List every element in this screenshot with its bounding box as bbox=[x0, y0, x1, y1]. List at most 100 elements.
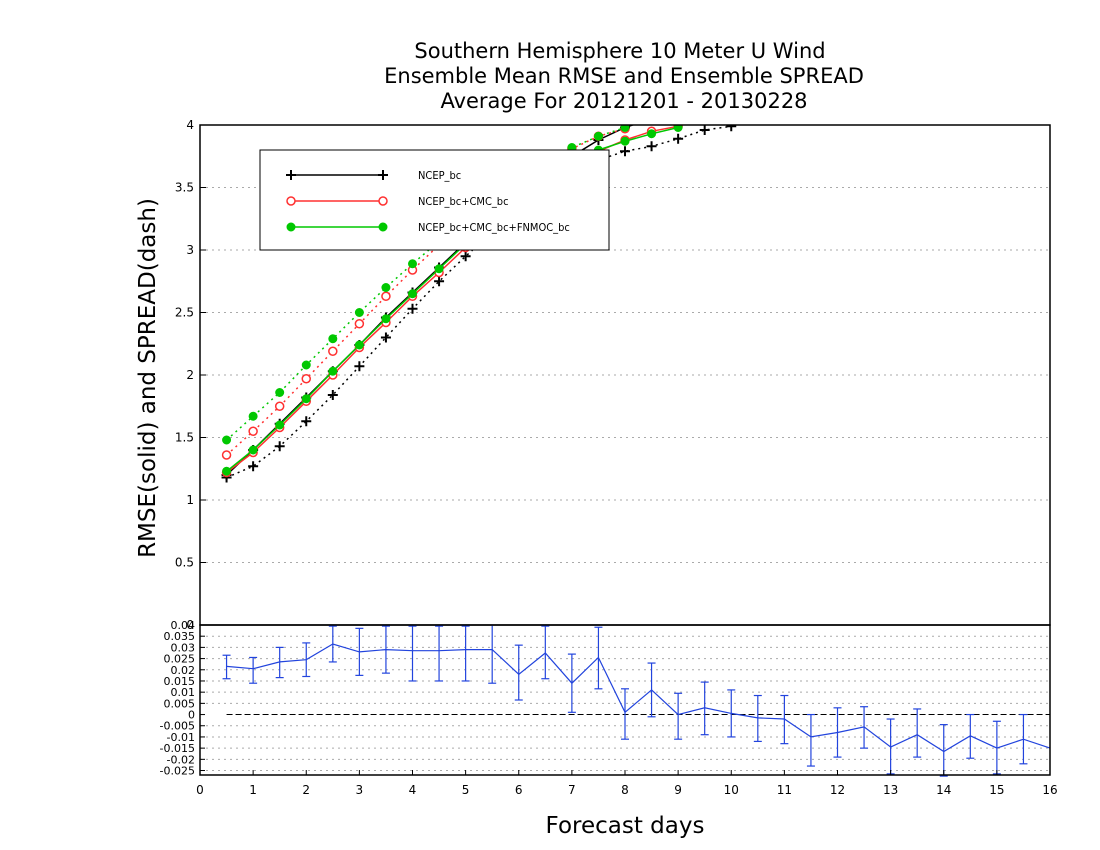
difference-y-tick-label: -0.01 bbox=[167, 731, 195, 744]
spread-point-ncep-bc bbox=[407, 303, 418, 314]
main-panel-grid bbox=[200, 187, 1050, 563]
x-tick-label: 13 bbox=[883, 783, 898, 797]
spread-point-ncep-bc bbox=[434, 276, 445, 287]
main-y-tick-label: 4 bbox=[186, 118, 194, 132]
spread-point-ncep-bc-cmc-bc bbox=[221, 450, 232, 460]
x-tick-label: 16 bbox=[1042, 783, 1057, 797]
legend: NCEP_bc NCEP_bc+CMC_bc NCEP_bc+CMC_bc+FNMO… bbox=[259, 149, 610, 251]
spread-line-ncep-bc-cmc-bc bbox=[226, 128, 626, 456]
legend-box bbox=[259, 149, 610, 251]
difference-y-tick-label: 0 bbox=[188, 709, 195, 722]
x-tick-label: 12 bbox=[830, 783, 845, 797]
spread-point-ncep-bc bbox=[354, 361, 365, 372]
rmse-point-ncep-bc-cmc-bc-fnmoc-bc bbox=[275, 420, 285, 430]
legend-label-ncep-bc-cmc-bc: NCEP_bc+CMC_bc bbox=[418, 195, 509, 208]
legend-marker-ncep-bc-cmc-bc bbox=[286, 196, 296, 206]
x-tick-label: 0 bbox=[196, 783, 204, 797]
spread-point-ncep-bc bbox=[646, 141, 657, 152]
difference-y-tick-label: 0.02 bbox=[171, 664, 196, 677]
difference-y-tick-label: 0.03 bbox=[171, 641, 196, 654]
main-y-tick-label: 2 bbox=[186, 368, 194, 382]
spread-point-ncep-bc-cmc-bc-fnmoc-bc bbox=[408, 259, 417, 269]
x-tick-label: 6 bbox=[515, 783, 523, 797]
rmse-point-ncep-bc-cmc-bc-fnmoc-bc bbox=[434, 264, 444, 274]
x-tick-label: 10 bbox=[724, 783, 739, 797]
x-tick-label: 4 bbox=[409, 783, 417, 797]
difference-y-tick-label: 0.035 bbox=[164, 630, 196, 643]
difference-panel-y-ticks: 0.040.0350.030.0250.020.0150.010.0050-0.… bbox=[160, 619, 205, 778]
rmse-point-ncep-bc-cmc-bc-fnmoc-bc bbox=[222, 466, 232, 476]
difference-panel-series bbox=[222, 625, 1051, 777]
difference-y-tick-label: -0.02 bbox=[167, 753, 195, 766]
spread-point-ncep-bc-cmc-bc-fnmoc-bc bbox=[354, 308, 364, 317]
legend-marker-ncep-bc-cmc-bc-fnmoc-bc bbox=[378, 222, 388, 232]
spread-point-ncep-bc bbox=[380, 332, 391, 343]
main-y-tick-label: 1 bbox=[186, 493, 194, 507]
legend-marker-ncep-bc bbox=[286, 170, 296, 180]
spread-point-ncep-bc bbox=[248, 461, 259, 472]
x-tick-label: 5 bbox=[462, 783, 470, 797]
main-panel-y-ticks: 0 0.5 1 1.5 2 2.5 3 3.5 4 bbox=[175, 118, 206, 632]
rmse-point-ncep-bc-cmc-bc-fnmoc-bc bbox=[408, 289, 417, 299]
spread-point-ncep-bc bbox=[673, 133, 684, 144]
main-y-tick-label: 3.5 bbox=[175, 181, 194, 195]
spread-point-ncep-bc-cmc-bc-fnmoc-bc bbox=[301, 360, 311, 370]
spread-point-ncep-bc-cmc-bc-fnmoc-bc bbox=[275, 388, 285, 397]
rmse-point-ncep-bc-cmc-bc-fnmoc-bc bbox=[381, 314, 391, 324]
rmse-point-ncep-bc-cmc-bc-fnmoc-bc bbox=[301, 394, 311, 404]
spread-point-ncep-bc-cmc-bc-fnmoc-bc bbox=[620, 125, 630, 132]
spread-point-ncep-bc bbox=[301, 416, 312, 427]
main-y-tick-label: 0.5 bbox=[175, 556, 194, 570]
spread-point-ncep-bc bbox=[620, 146, 630, 157]
x-tick-label: 9 bbox=[674, 783, 682, 797]
spread-point-ncep-bc-cmc-bc bbox=[301, 374, 311, 384]
spread-point-ncep-bc-cmc-bc bbox=[354, 319, 365, 329]
legend-marker-ncep-bc-cmc-bc bbox=[378, 196, 388, 206]
difference-line bbox=[226, 643, 1051, 753]
spread-point-ncep-bc-cmc-bc-fnmoc-bc bbox=[593, 131, 603, 141]
main-y-tick-label: 1.5 bbox=[175, 431, 194, 445]
chart-title-line-3: Average For 20121201 - 20130228 bbox=[440, 89, 807, 113]
difference-y-tick-label: -0.005 bbox=[160, 720, 195, 733]
spread-point-ncep-bc-cmc-bc bbox=[274, 401, 285, 411]
spread-point-ncep-bc bbox=[726, 125, 737, 132]
spread-point-ncep-bc bbox=[699, 125, 710, 135]
x-tick-label: 8 bbox=[621, 783, 629, 797]
spread-point-ncep-bc bbox=[274, 441, 285, 452]
chart-title: Southern Hemisphere 10 Meter U Wind Ense… bbox=[384, 39, 864, 113]
difference-y-tick-label: 0.015 bbox=[164, 675, 196, 688]
chart-title-line-1: Southern Hemisphere 10 Meter U Wind bbox=[414, 39, 825, 63]
main-y-tick-label: 0 bbox=[186, 618, 194, 632]
x-tick-label: 2 bbox=[302, 783, 310, 797]
spread-point-ncep-bc-cmc-bc bbox=[248, 426, 258, 436]
legend-label-ncep-bc: NCEP_bc bbox=[418, 169, 461, 182]
difference-y-tick-label: 0.04 bbox=[171, 619, 196, 632]
chart-title-line-2: Ensemble Mean RMSE and Ensemble SPREAD bbox=[384, 64, 864, 88]
rmse-point-ncep-bc-cmc-bc-fnmoc-bc bbox=[248, 445, 258, 455]
main-y-tick-label: 3 bbox=[186, 243, 194, 257]
x-tick-label: 7 bbox=[568, 783, 576, 797]
legend-marker-ncep-bc bbox=[378, 170, 388, 180]
legend-marker-ncep-bc-cmc-bc-fnmoc-bc bbox=[286, 222, 296, 232]
x-tick-label: 3 bbox=[356, 783, 364, 797]
difference-y-tick-label: 0.01 bbox=[171, 686, 196, 699]
rmse-point-ncep-bc-cmc-bc-fnmoc-bc bbox=[647, 129, 657, 139]
rmse-point-ncep-bc-cmc-bc-fnmoc-bc bbox=[354, 340, 364, 350]
spread-point-ncep-bc-cmc-bc-fnmoc-bc bbox=[222, 435, 232, 445]
spread-point-ncep-bc-cmc-bc-fnmoc-bc bbox=[381, 283, 391, 292]
x-tick-label: 11 bbox=[777, 783, 792, 797]
legend-label-ncep-bc-cmc-bc-fnmoc-bc: NCEP_bc+CMC_bc+FNMOC_bc bbox=[418, 221, 570, 234]
difference-y-tick-label: -0.025 bbox=[160, 765, 195, 778]
difference-y-tick-label: 0.005 bbox=[164, 697, 196, 710]
spread-point-ncep-bc-cmc-bc-fnmoc-bc bbox=[328, 334, 338, 344]
difference-y-tick-label: -0.015 bbox=[160, 742, 195, 755]
spread-point-ncep-bc-cmc-bc bbox=[328, 346, 338, 356]
difference-y-tick-label: 0.025 bbox=[164, 653, 196, 666]
x-tick-label: 1 bbox=[249, 783, 257, 797]
rmse-line-ncep-bc-cmc-bc-fnmoc-bc bbox=[226, 126, 679, 472]
x-axis-label: Forecast days bbox=[546, 813, 705, 839]
spread-point-ncep-bc-cmc-bc bbox=[381, 291, 391, 301]
spread-point-ncep-bc bbox=[460, 251, 471, 262]
